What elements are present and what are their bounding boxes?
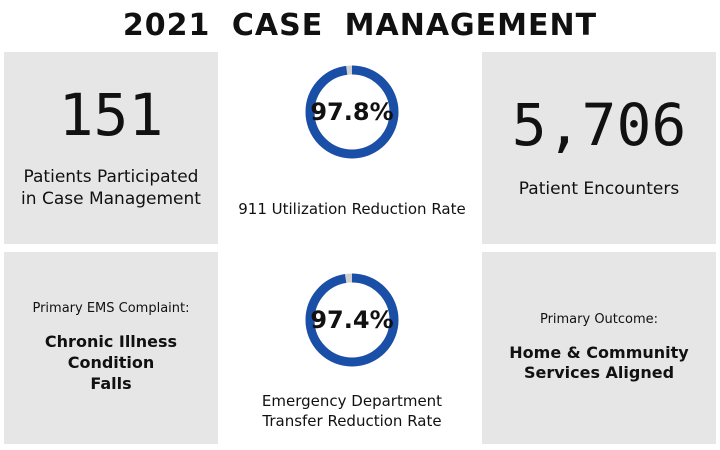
patients-participated-label-line2: in Case Management [21, 189, 201, 209]
patient-encounters-tile: 5,706 Patient Encounters [482, 52, 716, 244]
utilization-reduction-gauge: 97.8% [302, 62, 402, 162]
utilization-reduction-metric: 97.8% 911 Utilization Reduction Rate [224, 62, 480, 220]
patients-participated-count: 151 [58, 80, 164, 149]
primary-ems-complaint-heading: Primary EMS Complaint: [32, 301, 190, 317]
ed-transfer-gauge-fill [305, 273, 399, 367]
ed-transfer-reduction-metric: 97.4% Emergency Department Transfer Redu… [224, 270, 480, 431]
patient-encounters-count: 5,706 [511, 90, 687, 159]
primary-outcome-line1: Home & Community [509, 342, 689, 362]
primary-outcome-tile: Primary Outcome: Home & Community Servic… [482, 252, 716, 444]
primary-ems-complaint-line1: Chronic Illness Condition [44, 332, 178, 373]
utilization-reduction-value: 97.8% [310, 98, 394, 126]
ed-transfer-reduction-caption-line2: Transfer Reduction Rate [262, 411, 442, 430]
primary-ems-complaint-tile: Primary EMS Complaint: Chronic Illness C… [4, 252, 218, 444]
patient-encounters-label: Patient Encounters [518, 178, 680, 199]
primary-outcome-line2: Services Aligned [523, 363, 675, 383]
utilization-reduction-caption: 911 Utilization Reduction Rate [238, 200, 466, 218]
primary-ems-complaint-line2: Falls [90, 373, 132, 393]
primary-outcome-heading: Primary Outcome: [539, 311, 659, 327]
ed-transfer-reduction-value: 97.4% [310, 306, 394, 334]
utilization-gauge-fill [305, 65, 399, 159]
patients-participated-tile: 151 Patients Participated in Case Manage… [4, 52, 218, 244]
ed-transfer-reduction-caption-line1: Emergency Department [261, 392, 443, 410]
ed-transfer-reduction-gauge: 97.4% [302, 270, 402, 370]
page-title: 2021 CASE MANAGEMENT [122, 8, 598, 43]
patients-participated-label-line1: Patients Participated [23, 166, 199, 187]
